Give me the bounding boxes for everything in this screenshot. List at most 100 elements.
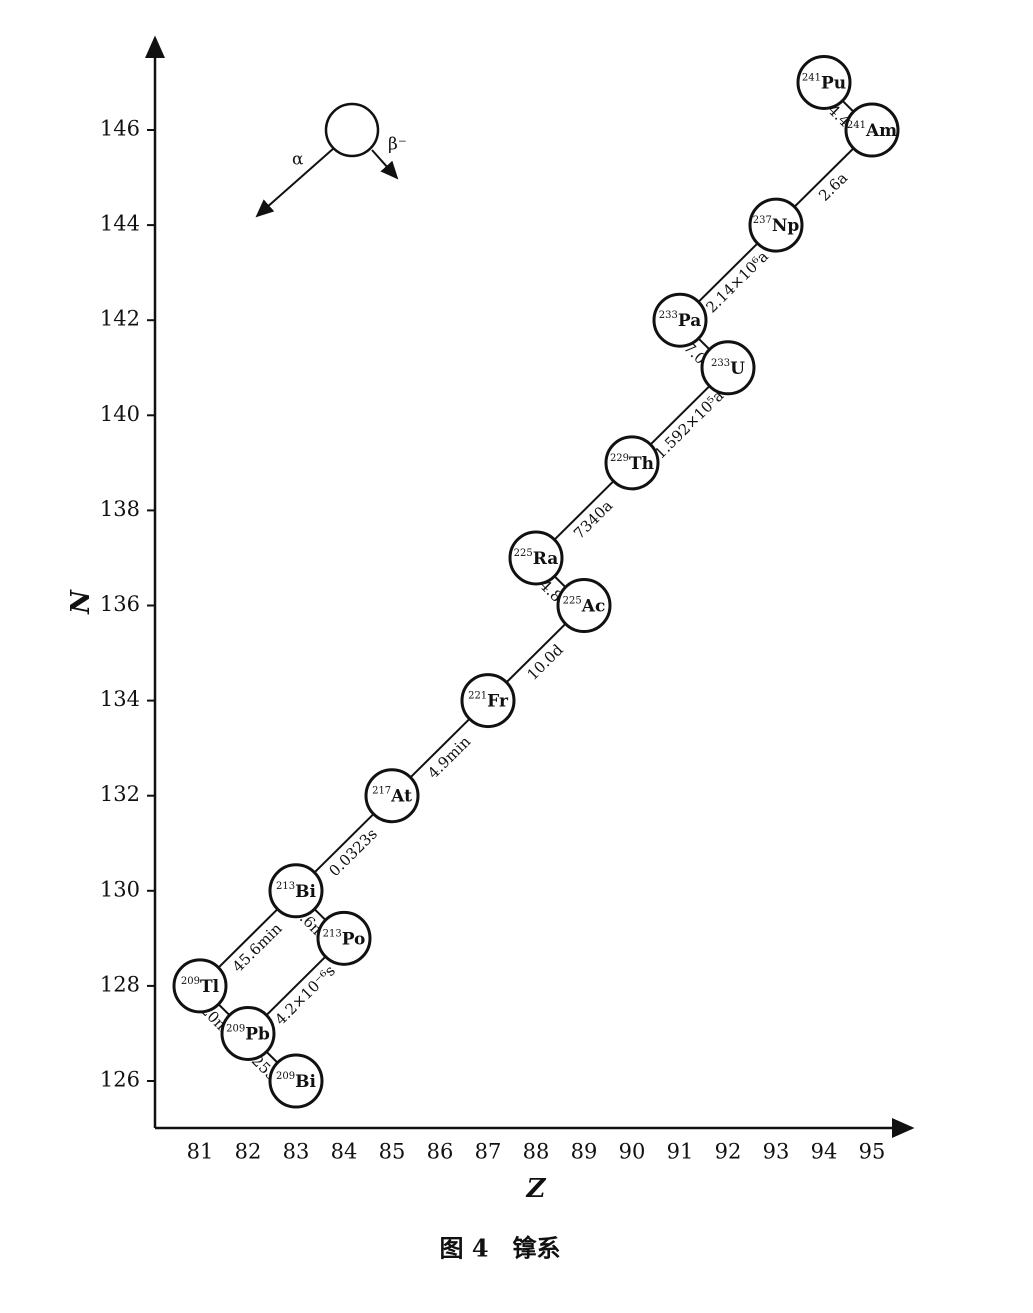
y-tick-label: 126 [100, 1068, 140, 1092]
element-symbol: Np [772, 216, 800, 236]
mass-number: 225 [563, 595, 582, 606]
y-tick-label: 134 [100, 687, 140, 711]
nuclide-label: 209Tl [181, 975, 220, 996]
mass-number: 209 [226, 1023, 245, 1034]
mass-number: 225 [514, 547, 533, 558]
nuclide-circle [172, 958, 228, 1014]
x-tick-label: 87 [475, 1140, 502, 1164]
nuclide-circle [364, 768, 420, 824]
nuclide-label: 209Bi [276, 1071, 316, 1092]
legend-alpha: α [292, 150, 304, 170]
x-tick-label: 94 [811, 1140, 838, 1164]
element-symbol: Pu [821, 73, 846, 93]
mass-number: 221 [468, 690, 487, 701]
caption: 图 4 镎系 [439, 1234, 560, 1263]
element-symbol: Bi [295, 881, 316, 901]
element-symbol: Ra [533, 548, 559, 568]
mass-number: 209 [276, 1071, 295, 1082]
x-tick-label: 82 [235, 1140, 262, 1164]
y-tick-label: 132 [100, 782, 140, 806]
nuclide-circle [268, 863, 324, 919]
legend-circle [324, 102, 380, 158]
nuclide-label: 213Po [323, 928, 366, 949]
mass-number: 217 [372, 785, 391, 796]
nuclide-circle [604, 435, 660, 491]
mass-number: 241 [802, 72, 821, 83]
y-tick-label: 144 [100, 212, 140, 236]
nuclide-circle [700, 340, 756, 396]
nuclide-label: 233U [711, 357, 745, 378]
mass-number: 229 [610, 452, 629, 463]
element-symbol: At [390, 786, 412, 806]
y-axis-title: N [66, 589, 96, 615]
nuclide-circle [652, 292, 708, 348]
nuclide-label: 241Pu [802, 72, 846, 93]
nuclide-circle [556, 578, 612, 633]
nuclide-label: 221Fr [468, 690, 509, 711]
mass-number: 241 [847, 120, 866, 131]
y-tick-label: 146 [100, 117, 140, 141]
nuclide-label: 233Pa [659, 310, 701, 331]
nuclide-label: 225Ac [563, 595, 606, 616]
half-life-label: 45.6min [229, 919, 286, 976]
x-tick-label: 86 [427, 1140, 454, 1164]
element-symbol: Fr [487, 691, 509, 711]
half-life-label: 1.592×10⁵a [651, 387, 727, 463]
y-tick-label: 128 [100, 972, 140, 996]
x-tick-label: 81 [187, 1140, 214, 1164]
x-tick-label: 93 [763, 1140, 790, 1164]
nuclide-circle [796, 54, 852, 110]
half-life-label: 7340a [570, 497, 616, 543]
element-symbol: Po [342, 929, 366, 949]
nuclide-label: 229Th [610, 452, 654, 473]
nuclide-label: 217At [372, 785, 412, 806]
legend-beta: β⁻ [388, 135, 407, 155]
nuclide-label: 213Bi [276, 880, 316, 901]
mass-number: 213 [323, 928, 342, 939]
half-life-label: 10.0d [524, 640, 567, 683]
y-tick-label: 142 [100, 307, 140, 331]
nuclide-label: 209Pb [226, 1023, 270, 1044]
nuclide-label: 241Am [847, 120, 897, 141]
x-tick-label: 92 [715, 1140, 742, 1164]
element-symbol: Am [865, 121, 897, 141]
mass-number: 233 [659, 310, 678, 321]
element-symbol: Pa [678, 311, 701, 331]
nuclide-circle [220, 1005, 276, 1061]
nuclide-circle [460, 673, 516, 729]
x-tick-label: 88 [523, 1140, 550, 1164]
x-tick-label: 90 [619, 1140, 646, 1164]
element-symbol: U [730, 358, 745, 378]
x-tick-label: 95 [859, 1140, 886, 1164]
x-tick-label: 91 [667, 1140, 694, 1164]
half-life-label: 2.14×10⁶a [702, 247, 772, 316]
x-tick-label: 89 [571, 1140, 598, 1164]
x-tick-label: 84 [331, 1140, 358, 1164]
x-tick-label: 83 [283, 1140, 310, 1164]
nuclide-circle [508, 530, 564, 586]
nuclide-circle [316, 910, 372, 966]
mass-number: 237 [753, 215, 772, 226]
y-tick-label: 130 [100, 877, 140, 901]
nuclide-circle [748, 197, 804, 253]
nuclide-label: 237Np [753, 215, 800, 236]
mass-number: 233 [711, 357, 730, 368]
mass-number: 209 [181, 975, 200, 986]
x-tick-label: 85 [379, 1140, 406, 1164]
element-symbol: Bi [295, 1072, 316, 1092]
element-symbol: Th [629, 453, 654, 473]
element-symbol: Ac [581, 596, 606, 616]
y-tick-label: 136 [100, 592, 140, 616]
element-symbol: Pb [245, 1024, 270, 1044]
mass-number: 213 [276, 880, 295, 891]
nuclide-circle [268, 1053, 324, 1109]
legend-alpha-arrow [255, 147, 335, 218]
half-life-label: 2.6a [815, 169, 851, 205]
y-tick-label: 138 [100, 497, 140, 521]
x-axis-title: Z [526, 1174, 547, 1204]
legend-beta-arrow [371, 149, 399, 180]
nuclide-circle [844, 102, 900, 158]
y-tick-label: 140 [100, 402, 140, 426]
